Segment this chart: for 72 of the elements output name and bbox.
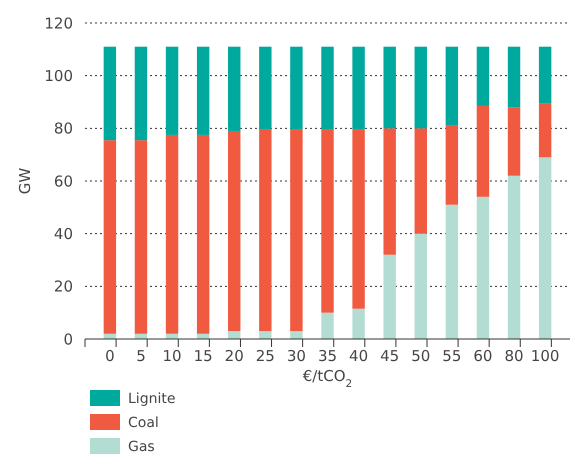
bar: [228, 46, 240, 131]
y-tick-label: 20: [54, 278, 73, 296]
bar: [134, 140, 148, 334]
bar: [414, 128, 427, 234]
bar: [196, 46, 210, 135]
bar: [104, 334, 116, 339]
bar: [321, 46, 334, 130]
bar: [228, 130, 240, 332]
y-tick-label: 100: [44, 66, 73, 85]
bar: [134, 46, 148, 140]
bar: [290, 331, 303, 339]
bar: [166, 46, 178, 135]
bar: [166, 134, 178, 334]
bar: [383, 254, 396, 339]
x-tick-label: 20: [224, 347, 244, 365]
bar: [538, 157, 552, 339]
legend-label: Lignite: [128, 390, 176, 407]
bar: [476, 46, 490, 106]
x-tick-label: 45: [380, 347, 400, 365]
x-tick-label: 30: [286, 347, 306, 365]
bar: [383, 46, 396, 128]
y-tick-label: 40: [54, 224, 73, 243]
bar: [196, 334, 210, 339]
bar: [538, 103, 552, 158]
y-tick-label: 120: [44, 14, 73, 32]
x-tick-label: 40: [349, 347, 368, 365]
legend-label: Gas: [128, 438, 155, 455]
bar: [352, 308, 365, 339]
bar: [321, 130, 334, 313]
bar: [352, 46, 365, 130]
bar: [476, 106, 490, 197]
bar: [414, 234, 427, 339]
bar: [259, 130, 272, 332]
bar: [104, 140, 116, 334]
bar: [508, 46, 520, 108]
bar: [476, 196, 490, 339]
bar: [259, 331, 272, 339]
bar: [290, 130, 303, 332]
legend-label: Coal: [128, 414, 159, 431]
bar: [508, 107, 520, 176]
bar: [321, 312, 334, 339]
x-tick-label: 80: [504, 347, 524, 365]
bar: [134, 334, 148, 339]
bar: [196, 134, 210, 334]
x-axis-title: €/tCO$_{2}$: [302, 367, 352, 390]
x-tick-label: 10: [162, 347, 182, 365]
x-tick-label: 100: [530, 347, 560, 365]
bar: [166, 334, 178, 339]
x-tick-label: 35: [318, 347, 338, 365]
x-tick-label: 0: [105, 347, 115, 365]
x-tick-label: 60: [473, 347, 492, 365]
bar: [508, 176, 520, 339]
bar: [538, 46, 552, 104]
y-axis-title: GW: [16, 168, 34, 194]
bar: [414, 46, 427, 128]
x-tick-label: 50: [411, 347, 430, 365]
bar: [352, 130, 365, 309]
x-tick-label: 5: [136, 347, 146, 365]
bar: [228, 331, 240, 339]
x-tick-label: 55: [442, 347, 462, 365]
bar: [290, 46, 303, 130]
x-tick-label: 15: [194, 347, 213, 365]
y-tick-label: 60: [54, 172, 73, 190]
y-tick-label: 80: [54, 120, 73, 138]
bar: [259, 46, 272, 130]
y-tick-label: 0: [63, 330, 73, 348]
bar: [446, 46, 458, 126]
bar: [446, 204, 458, 339]
bar: [383, 128, 396, 255]
bar: [104, 46, 116, 140]
bar: [446, 126, 458, 205]
x-tick-label: 25: [256, 347, 275, 365]
